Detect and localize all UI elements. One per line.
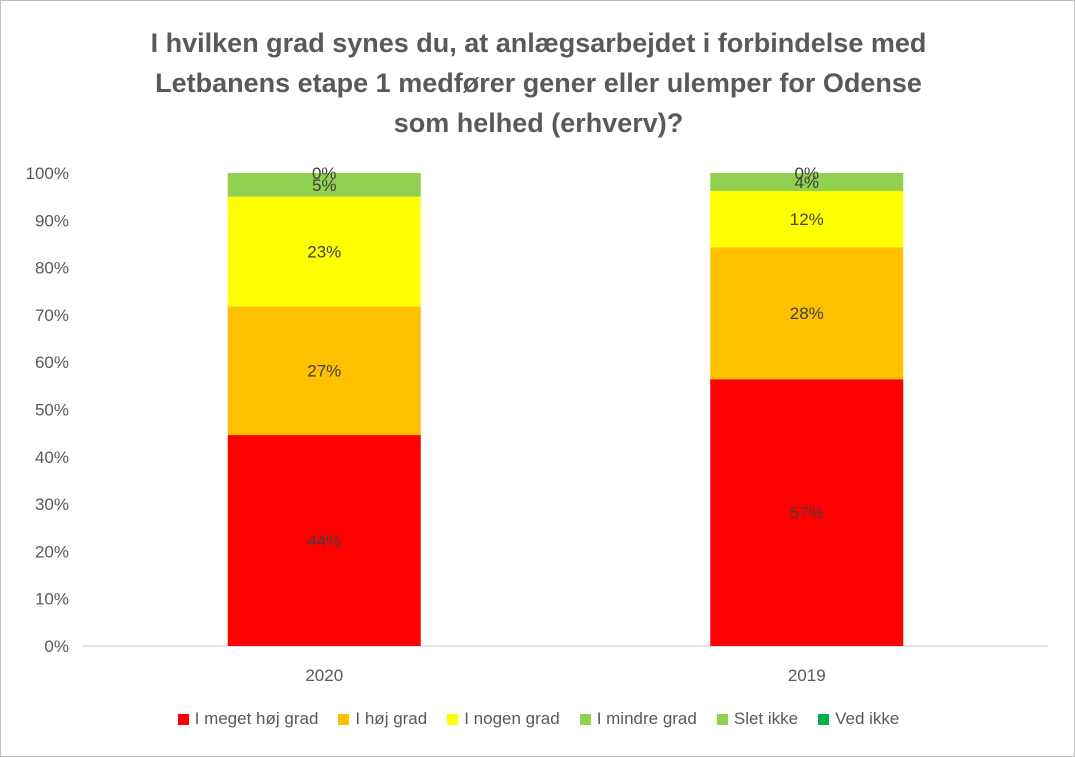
data-label: 44% [307, 532, 341, 551]
legend-swatch [579, 713, 591, 725]
chart-legend: I meget høj grad I høj grad I nogen grad I … [1, 709, 1075, 729]
y-tick-label: 20% [35, 542, 69, 561]
x-tick-label: 2019 [788, 666, 826, 685]
legend-item: I meget høj grad [177, 709, 319, 729]
y-tick-label: 30% [35, 495, 69, 514]
bar-segment [710, 190, 904, 248]
y-tick-label: 40% [35, 448, 69, 467]
legend-swatch [447, 713, 459, 725]
bar-segment [710, 379, 904, 646]
data-label: 28% [790, 304, 824, 323]
stacked-bar-plot: 0% 10% 20% 30% 40% 50% 60% 70% 80% 90% 100% 44% 27% 2… [26, 164, 1048, 685]
y-tick-label: 80% [35, 259, 69, 278]
data-label: 23% [307, 243, 341, 262]
legend-swatch [338, 713, 350, 725]
y-tick-label: 90% [35, 211, 69, 230]
y-tick-label: 50% [35, 401, 69, 420]
chart-title-line-3: som helhed (erhverv)? [393, 108, 684, 138]
bar-segment [710, 247, 904, 380]
y-tick-label: 70% [35, 306, 69, 325]
data-label: 0% [312, 164, 337, 183]
data-label: 57% [790, 504, 824, 523]
legend-label: I høj grad [355, 709, 428, 728]
chart-title-line-2: Letbanens etape 1 medfører gener eller u… [155, 68, 922, 98]
bar-segment [710, 173, 904, 191]
data-label: 27% [307, 362, 341, 381]
legend-item: I mindre grad [579, 709, 697, 729]
data-label: 12% [790, 210, 824, 229]
legend-swatch [177, 713, 189, 725]
chart-title-line-1: I hvilken grad synes du, at anlægsarbejd… [150, 28, 927, 58]
legend-label: Slet ikke [733, 709, 799, 728]
legend-item: I nogen grad [447, 709, 560, 729]
y-tick-label: 10% [35, 590, 69, 609]
bar-segment [227, 173, 421, 197]
legend-item: I høj grad [338, 709, 427, 729]
legend-label: Ved ikke [835, 709, 900, 728]
legend-label: I meget høj grad [194, 709, 319, 728]
bar-segment [227, 435, 421, 646]
data-label: 5% [312, 176, 337, 195]
legend-swatch [716, 713, 728, 725]
legend-label: I nogen grad [464, 709, 560, 728]
y-tick-label: 100% [26, 164, 69, 183]
legend-item: Slet ikke [716, 709, 799, 729]
x-tick-label: 2020 [305, 666, 343, 685]
legend-swatch [818, 713, 830, 725]
legend-label: I mindre grad [596, 709, 697, 728]
data-label: 4% [794, 173, 819, 192]
legend-item: Ved ikke [818, 709, 899, 729]
y-tick-label: 0% [44, 637, 69, 656]
chart-title: I hvilken grad synes du, at anlægsarbejd… [61, 23, 1016, 143]
bar-segment [227, 306, 421, 436]
bar-segment [227, 196, 421, 307]
y-tick-label: 60% [35, 353, 69, 372]
data-label: 0% [794, 164, 819, 183]
